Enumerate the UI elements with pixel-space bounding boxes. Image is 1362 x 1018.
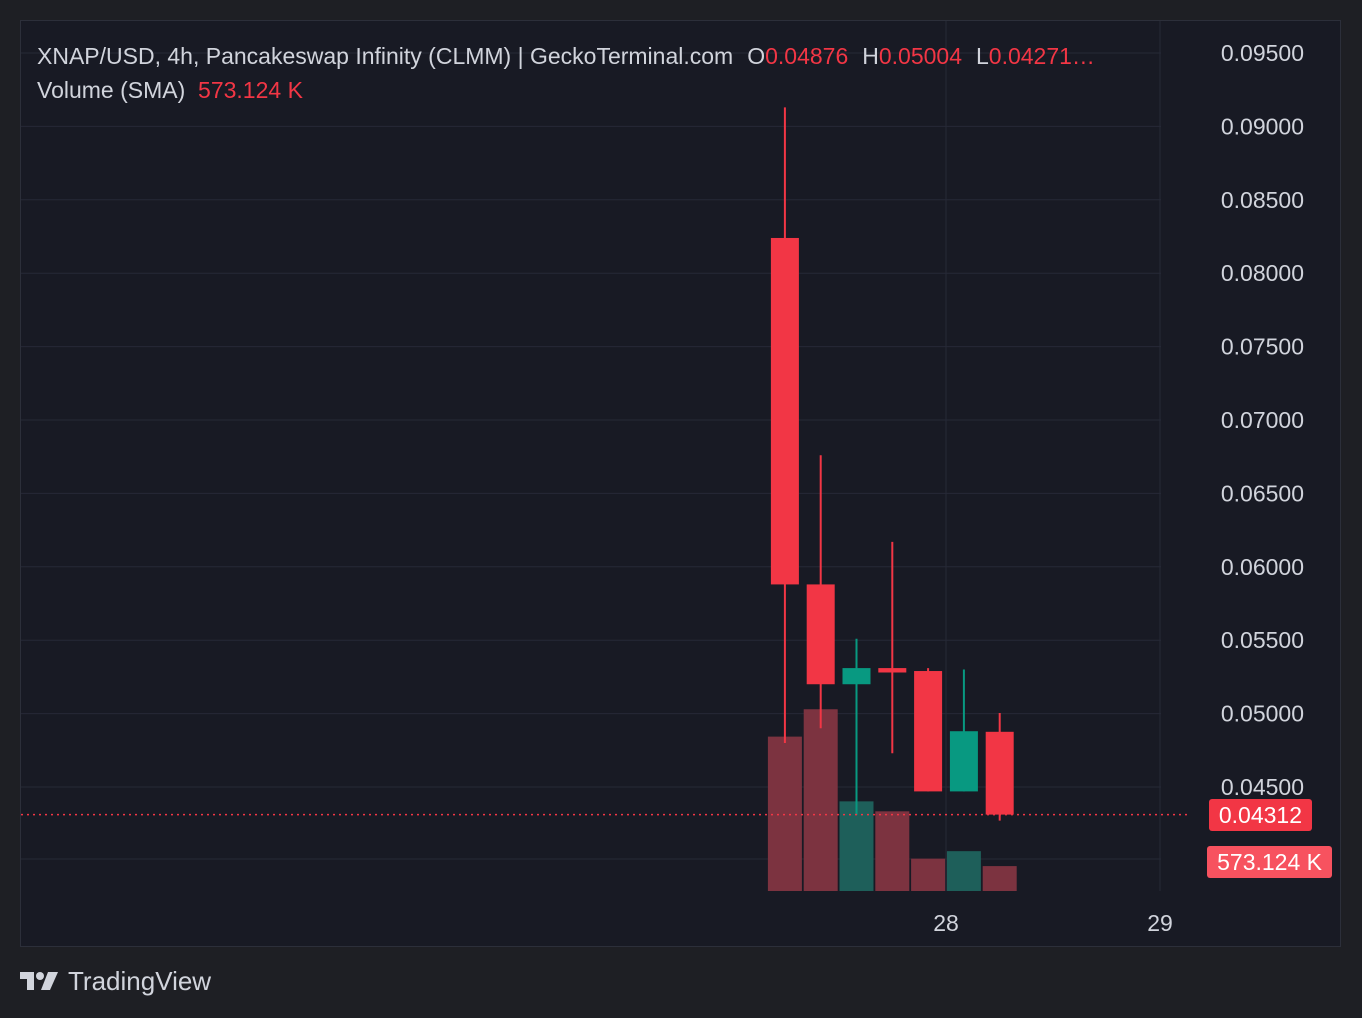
candle-body[interactable] xyxy=(914,671,943,792)
volume-bar[interactable] xyxy=(803,709,838,891)
y-tick-label: 0.09000 xyxy=(1221,113,1304,139)
y-tick-label: 0.08000 xyxy=(1221,260,1304,286)
tradingview-logo-icon xyxy=(20,971,58,990)
y-tick-label: 0.05000 xyxy=(1221,701,1304,727)
candle-body[interactable] xyxy=(949,731,978,792)
candle-body[interactable] xyxy=(770,237,799,585)
x-tick-label: 28 xyxy=(933,910,959,936)
legend-volume-row: Volume (SMA) 573.124 K xyxy=(37,73,1095,107)
y-tick-label: 0.06500 xyxy=(1221,480,1304,506)
x-tick-label: 29 xyxy=(1147,910,1173,936)
legend-volume-value: 573.124 K xyxy=(198,77,303,103)
y-tick-label: 0.06000 xyxy=(1221,554,1304,580)
volume-bar[interactable] xyxy=(946,851,981,891)
tradingview-brand[interactable]: TradingView xyxy=(68,966,212,996)
legend-volume-label: Volume (SMA) xyxy=(37,77,186,103)
legend-open-key: O xyxy=(747,43,766,69)
volume-bar[interactable] xyxy=(767,736,802,891)
y-tick-label: 0.07000 xyxy=(1221,407,1304,433)
chart-frame[interactable]: 0.09500 0.09000 0.08500 0.08000 0.07500 0.070… xyxy=(20,20,1341,947)
legend-high-key: H xyxy=(862,43,879,69)
current-price-tag: 0.04312 xyxy=(1208,799,1312,831)
y-tick-label: 0.04500 xyxy=(1221,774,1304,800)
volume-bar[interactable] xyxy=(982,866,1017,891)
candle-body[interactable] xyxy=(985,731,1014,815)
y-tick-label: 0.07500 xyxy=(1221,334,1304,360)
candle-body[interactable] xyxy=(878,668,907,673)
footer[interactable]: TradingView xyxy=(20,966,211,997)
volume-bar[interactable] xyxy=(911,858,946,891)
legend-low-value: 0.04271… xyxy=(988,43,1095,69)
y-tick-label: 0.08500 xyxy=(1221,187,1304,213)
legend-open-value: 0.04876 xyxy=(765,43,849,69)
candle-body[interactable] xyxy=(806,584,835,685)
y-tick-label: 0.05500 xyxy=(1221,627,1304,653)
candle-body[interactable] xyxy=(842,668,871,685)
volume-bar[interactable] xyxy=(875,811,910,891)
volume-tag: 573.124 K xyxy=(1207,846,1332,878)
chart-legend: XNAP/USD, 4h, Pancakeswap Infinity (CLMM… xyxy=(37,39,1095,107)
legend-symbol-row: XNAP/USD, 4h, Pancakeswap Infinity (CLMM… xyxy=(37,39,1095,73)
legend-symbol: XNAP/USD, 4h, Pancakeswap Infinity (CLMM… xyxy=(37,43,734,69)
volume-bar[interactable] xyxy=(839,801,874,891)
y-tick-label: 0.09500 xyxy=(1221,40,1304,66)
candlestick-chart[interactable]: 0.09500 0.09000 0.08500 0.08000 0.07500 0.070… xyxy=(21,21,1341,947)
legend-low-key: L xyxy=(976,43,989,69)
legend-high-value: 0.05004 xyxy=(878,43,962,69)
